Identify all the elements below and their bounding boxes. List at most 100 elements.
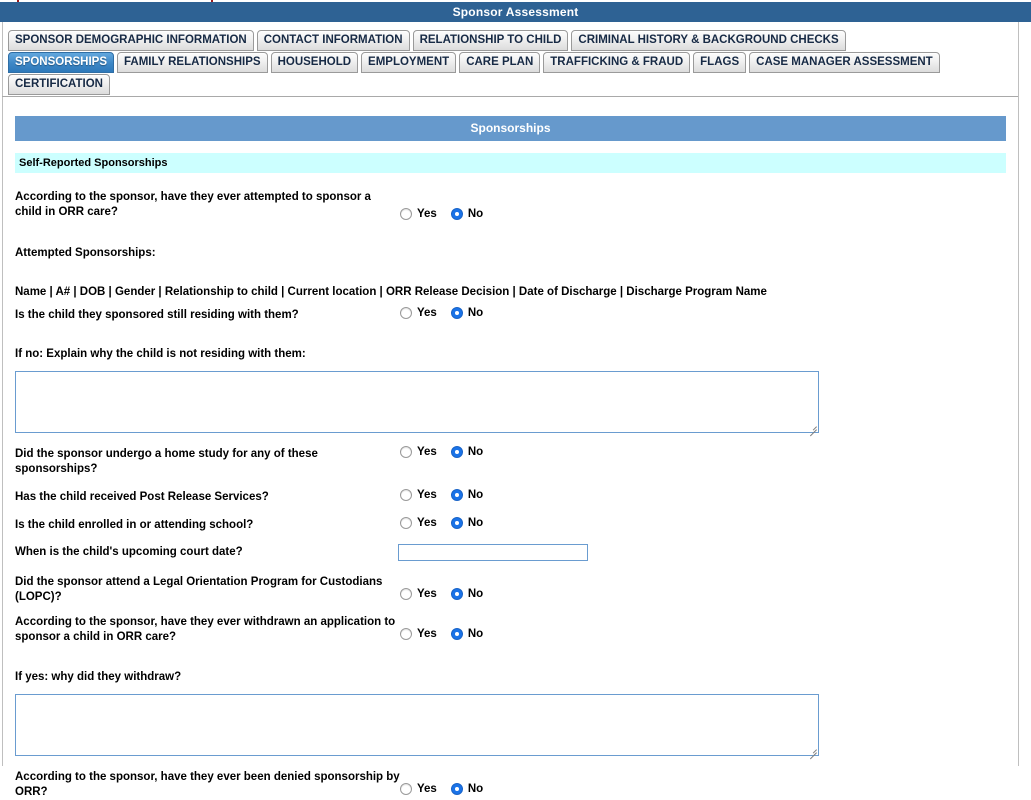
section-title: Sponsorships xyxy=(470,121,551,135)
radio-school-enrollment-no-label[interactable]: No xyxy=(467,517,484,529)
radio-group-withdrawn-application: Yes No xyxy=(400,628,483,640)
radio-still-residing-no[interactable] xyxy=(450,307,463,319)
radio-home-study-yes[interactable] xyxy=(400,446,412,458)
radio-denied-sponsorship-no-label[interactable]: No xyxy=(467,783,484,795)
radio-group-lopc: Yes No xyxy=(400,588,483,600)
field-court-date: When is the child's upcoming court date? xyxy=(15,544,1006,561)
radio-still-residing-yes[interactable] xyxy=(400,307,412,319)
court-date-input[interactable] xyxy=(398,544,588,561)
tab-certification[interactable]: CERTIFICATION xyxy=(8,74,110,95)
field-still-residing-label: Is the child they sponsored still residi… xyxy=(15,309,299,321)
field-post-release-services-label: Has the child received Post Release Serv… xyxy=(15,491,269,503)
window-title-bar: Sponsor Assessment xyxy=(0,2,1031,22)
radio-group-attempted-sponsor: Yes No xyxy=(400,208,483,220)
radio-attempted-sponsor-yes[interactable] xyxy=(400,208,412,220)
tab-row-2: SPONSORSHIPS FAMILY RELATIONSHIPS HOUSEH… xyxy=(2,52,1018,73)
radio-attempted-sponsor-no-label[interactable]: No xyxy=(467,208,484,220)
field-lopc-label: Did the sponsor attend a Legal Orientati… xyxy=(15,576,383,603)
page-title: Sponsor Assessment xyxy=(452,5,579,19)
tab-criminal-history-background-checks[interactable]: CRIMINAL HISTORY & BACKGROUND CHECKS xyxy=(571,30,846,51)
field-court-date-label: When is the child's upcoming court date? xyxy=(15,546,243,558)
radio-attempted-sponsor-no[interactable] xyxy=(450,208,463,220)
tab-row-3: CERTIFICATION xyxy=(2,74,1018,95)
radio-group-still-residing: Yes No xyxy=(400,307,483,319)
section-header: Sponsorships xyxy=(15,116,1006,141)
radio-home-study-yes-label[interactable]: Yes xyxy=(417,446,437,458)
radio-denied-sponsorship-no[interactable] xyxy=(450,783,463,795)
radio-group-post-release-services: Yes No xyxy=(400,489,483,501)
field-denied-sponsorship-label: According to the sponsor, have they ever… xyxy=(15,771,400,798)
radio-school-enrollment-yes[interactable] xyxy=(400,517,412,529)
radio-withdrawn-application-yes-label[interactable]: Yes xyxy=(417,628,437,640)
withdraw-reason-wrap xyxy=(15,694,819,760)
radio-post-release-services-no[interactable] xyxy=(450,489,463,501)
field-attempted-sponsor-label: According to the sponsor, have they ever… xyxy=(15,191,371,218)
withdraw-reason-label: If yes: why did they withdraw? xyxy=(15,671,182,683)
tab-household[interactable]: HOUSEHOLD xyxy=(270,52,359,73)
field-attempted-sponsor: According to the sponsor, have they ever… xyxy=(15,189,1006,220)
tab-sponsor-demographic-information[interactable]: SPONSOR DEMOGRAPHIC INFORMATION xyxy=(8,30,254,51)
explain-not-residing-wrap xyxy=(15,371,819,437)
radio-denied-sponsorship-yes-label[interactable]: Yes xyxy=(417,783,437,795)
tab-contact-information[interactable]: CONTACT INFORMATION xyxy=(256,30,410,51)
tab-sponsorships[interactable]: SPONSORSHIPS xyxy=(8,52,115,73)
attempted-sponsorships-columns: Name | A# | DOB | Gender | Relationship … xyxy=(15,286,767,298)
radio-withdrawn-application-no[interactable] xyxy=(450,628,463,640)
radio-post-release-services-no-label[interactable]: No xyxy=(467,489,484,501)
radio-withdrawn-application-no-label[interactable]: No xyxy=(467,628,484,640)
field-school-enrollment: Is the child enrolled in or attending sc… xyxy=(15,517,1006,533)
field-withdrawn-application-label: According to the sponsor, have they ever… xyxy=(15,616,396,643)
field-post-release-services: Has the child received Post Release Serv… xyxy=(15,489,1006,505)
field-home-study: Did the sponsor undergo a home study for… xyxy=(15,446,1006,477)
radio-lopc-yes-label[interactable]: Yes xyxy=(417,588,437,600)
field-withdrawn-application-control: Yes No xyxy=(400,614,1006,640)
tab-employment[interactable]: EMPLOYMENT xyxy=(361,52,457,73)
radio-group-school-enrollment: Yes No xyxy=(400,517,483,529)
radio-home-study-no-label[interactable]: No xyxy=(467,446,484,458)
radio-still-residing-yes-label[interactable]: Yes xyxy=(417,307,437,319)
field-still-residing: Is the child they sponsored still residi… xyxy=(15,307,1006,323)
radio-post-release-services-yes-label[interactable]: Yes xyxy=(417,489,437,501)
tab-strip: SPONSOR DEMOGRAPHIC INFORMATION CONTACT … xyxy=(2,30,1018,97)
radio-home-study-no[interactable] xyxy=(450,446,463,458)
radio-denied-sponsorship-yes[interactable] xyxy=(400,783,412,795)
field-attempted-sponsor-control: Yes No xyxy=(400,194,1006,220)
field-denied-sponsorship: According to the sponsor, have they ever… xyxy=(15,769,1006,800)
tab-row-1: SPONSOR DEMOGRAPHIC INFORMATION CONTACT … xyxy=(2,30,1018,51)
field-home-study-control: Yes No xyxy=(400,446,1006,458)
radio-post-release-services-yes[interactable] xyxy=(400,489,412,501)
radio-lopc-no[interactable] xyxy=(450,588,463,600)
tab-case-manager-assessment[interactable]: CASE MANAGER ASSESSMENT xyxy=(749,52,940,73)
subsection-header: Self-Reported Sponsorships xyxy=(15,153,1006,173)
field-still-residing-control: Yes No xyxy=(400,307,1006,319)
field-school-enrollment-control: Yes No xyxy=(400,517,1006,529)
withdraw-reason-textarea[interactable] xyxy=(15,694,819,756)
radio-attempted-sponsor-yes-label[interactable]: Yes xyxy=(417,208,437,220)
field-denied-sponsorship-control: Yes No xyxy=(400,769,1006,795)
subsection-title: Self-Reported Sponsorships xyxy=(19,157,168,169)
explain-not-residing-label: If no: Explain why the child is not resi… xyxy=(15,348,306,360)
field-withdrawn-application: According to the sponsor, have they ever… xyxy=(15,614,1006,645)
tab-trafficking-fraud[interactable]: TRAFFICKING & FRAUD xyxy=(543,52,691,73)
radio-still-residing-no-label[interactable]: No xyxy=(467,307,484,319)
explain-not-residing-textarea[interactable] xyxy=(15,371,819,433)
field-post-release-services-control: Yes No xyxy=(400,489,1006,501)
radio-group-home-study: Yes No xyxy=(400,446,483,458)
tab-family-relationships[interactable]: FAMILY RELATIONSHIPS xyxy=(117,52,268,73)
field-lopc: Did the sponsor attend a Legal Orientati… xyxy=(15,574,1006,605)
tab-care-plan[interactable]: CARE PLAN xyxy=(459,52,541,73)
radio-school-enrollment-no[interactable] xyxy=(450,517,463,529)
field-lopc-control: Yes No xyxy=(400,574,1006,600)
radio-lopc-no-label[interactable]: No xyxy=(467,588,484,600)
tab-content-sponsorships: Sponsorships Self-Reported Sponsorships … xyxy=(3,104,1018,800)
tab-flags[interactable]: FLAGS xyxy=(693,52,747,73)
radio-group-denied-sponsorship: Yes No xyxy=(400,783,483,795)
radio-withdrawn-application-yes[interactable] xyxy=(400,628,412,640)
radio-lopc-yes[interactable] xyxy=(400,588,412,600)
field-home-study-label: Did the sponsor undergo a home study for… xyxy=(15,448,318,475)
field-court-date-control xyxy=(398,544,1006,561)
form-body: According to the sponsor, have they ever… xyxy=(15,173,1006,800)
field-school-enrollment-label: Is the child enrolled in or attending sc… xyxy=(15,519,254,531)
tab-relationship-to-child[interactable]: RELATIONSHIP TO CHILD xyxy=(412,30,569,51)
radio-school-enrollment-yes-label[interactable]: Yes xyxy=(417,517,437,529)
